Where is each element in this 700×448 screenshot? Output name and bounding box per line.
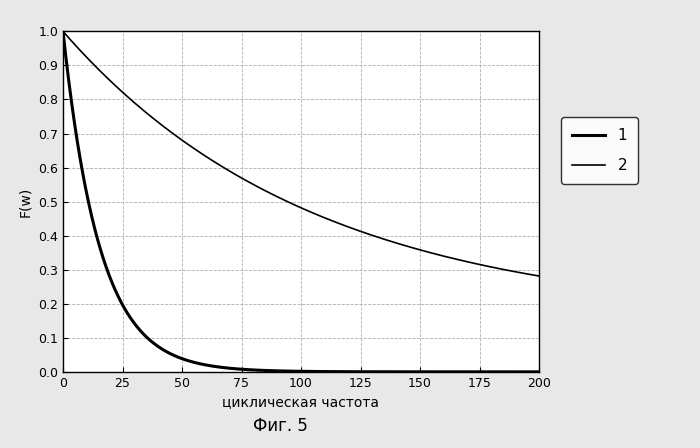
Line: 2: 2 — [63, 31, 539, 276]
2 — [521, 271, 529, 276]
2 — [83, 55, 92, 60]
1 — [59, 29, 67, 34]
1 — [535, 369, 543, 375]
2 — [521, 271, 529, 276]
2 — [278, 196, 286, 202]
1 — [521, 369, 529, 375]
1 — [433, 369, 442, 375]
2 — [433, 252, 442, 257]
1 — [83, 194, 92, 199]
2 — [290, 202, 299, 207]
1 — [290, 369, 299, 374]
Text: Фиг. 5: Фиг. 5 — [253, 417, 307, 435]
Y-axis label: F(w): F(w) — [19, 186, 33, 217]
Line: 1: 1 — [63, 31, 539, 372]
1 — [521, 369, 529, 375]
Legend: 1, 2: 1, 2 — [561, 117, 638, 184]
2 — [535, 273, 543, 279]
X-axis label: циклическая частота: циклическая частота — [223, 395, 379, 409]
2 — [59, 29, 67, 34]
1 — [278, 368, 286, 374]
